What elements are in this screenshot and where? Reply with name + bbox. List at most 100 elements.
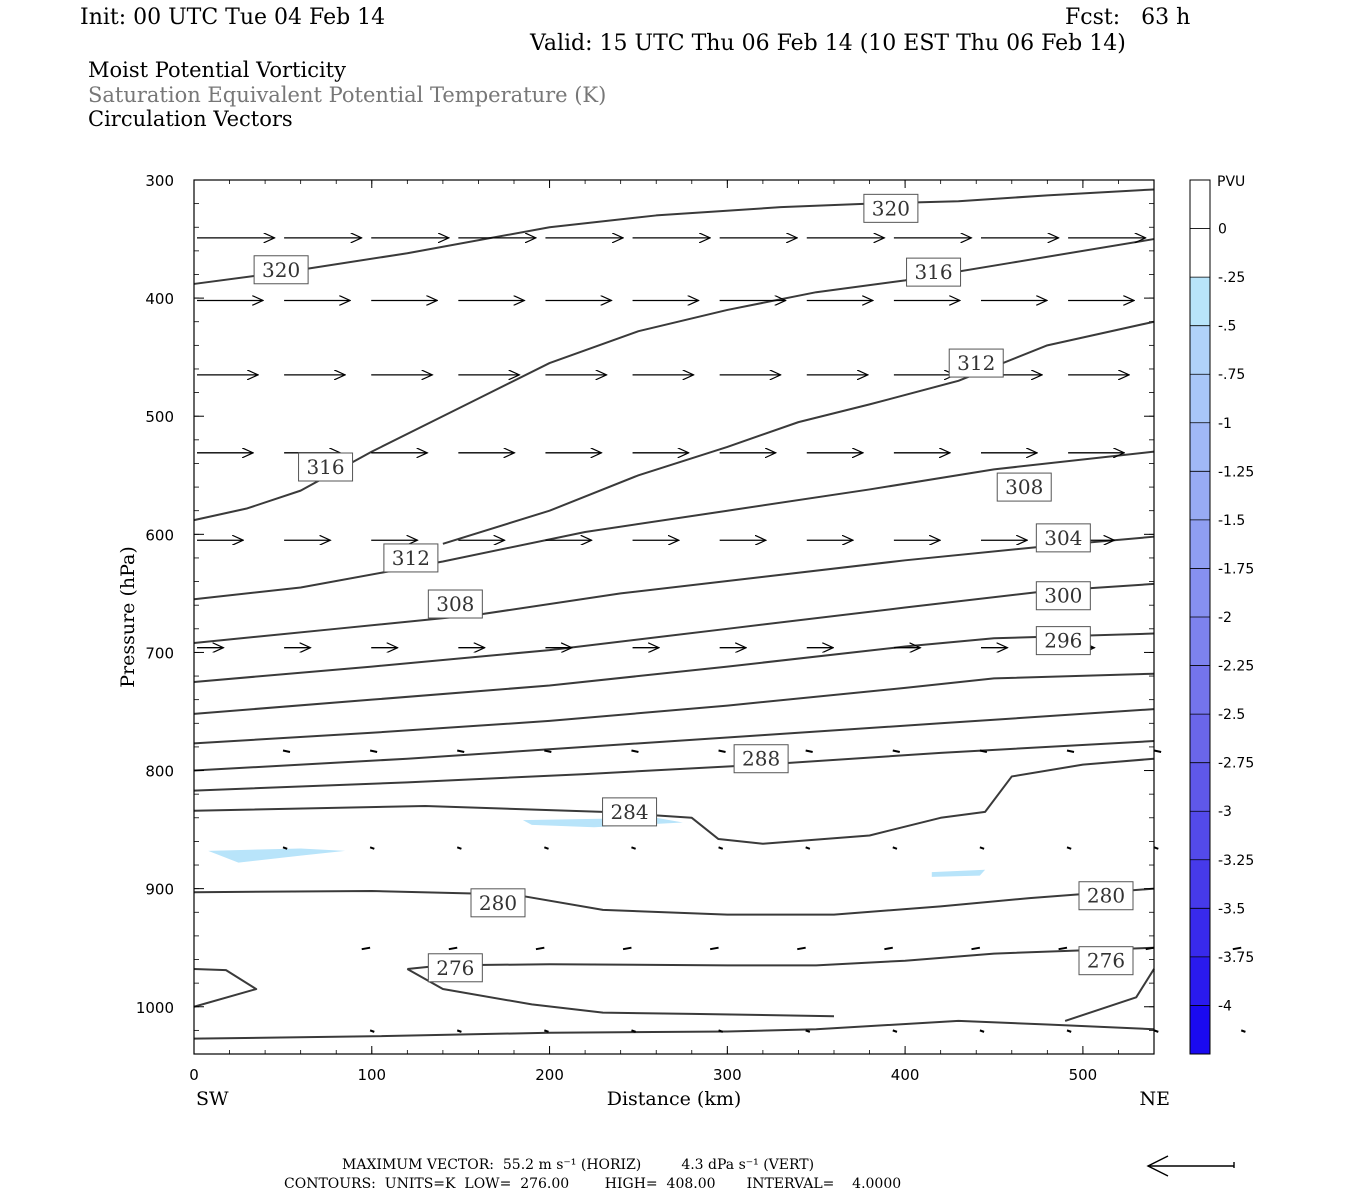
colorbar-label: -3.5 [1218, 901, 1245, 917]
colorbar-label: -.75 [1218, 367, 1245, 383]
colorbar-label: -3.25 [1218, 853, 1254, 869]
contour-label-box [733, 744, 789, 774]
x-end-right-label: NE [1140, 1088, 1171, 1110]
field-title-theta-es: Saturation Equivalent Potential Temperat… [88, 83, 607, 107]
contour-label-box [1035, 581, 1091, 611]
contour-label-box [298, 452, 354, 482]
pv-region [208, 848, 346, 863]
circulation-vector [369, 846, 375, 850]
circulation-vector [1058, 946, 1068, 951]
colorbar-segment [1190, 568, 1210, 617]
colorbar-label: -1 [1218, 416, 1232, 432]
colorbar-label: -3.75 [1218, 950, 1254, 966]
circulation-vector [709, 946, 719, 951]
contour-label: 276 [1087, 949, 1125, 973]
contour-label: 300 [1044, 584, 1082, 608]
colorbar-segment [1190, 374, 1210, 423]
colorbar-segment [1190, 180, 1210, 229]
colorbar-label: -2.25 [1218, 659, 1254, 675]
colorbar-label: -3 [1218, 804, 1232, 820]
colorbar-label: -1.75 [1218, 561, 1254, 577]
circulation-vector [282, 846, 288, 850]
contour-label: 280 [479, 891, 517, 915]
colorbar-segment [1190, 277, 1210, 326]
pv-region [931, 869, 986, 877]
circulation-vector [1066, 749, 1075, 753]
circulation-vector [457, 749, 465, 753]
max-vector-note: MAXIMUM VECTOR: 55.2 m s⁻¹ (HORIZ) 4.3 d… [342, 1157, 815, 1173]
contour-label: 296 [1044, 629, 1082, 653]
colorbar-label: -4 [1218, 998, 1232, 1014]
circulation-vector [892, 846, 898, 850]
circulation-vector [456, 1029, 462, 1033]
circulation-vector [971, 946, 981, 951]
contour-label: 280 [1087, 884, 1125, 908]
contour-label-box [1078, 946, 1134, 976]
colorbar-segment [1190, 908, 1210, 957]
circulation-vector [892, 749, 900, 753]
contour-label-box [906, 257, 962, 287]
colorbar: 0 -.25 -.5 -.75 -1 -1.25 -1.5 -1.75 -2 -2.25 -2.5 -… [1189, 179, 1254, 1055]
contour-276 [1064, 968, 1155, 1022]
circulation-vector [1153, 846, 1159, 850]
contour-292 [193, 632, 1155, 715]
contour-label-box [253, 255, 309, 285]
contour-label: 276 [436, 956, 474, 980]
circulation-vector [544, 749, 552, 753]
contour-276 [407, 946, 1155, 970]
field-title-mpv: Moist Potential Vorticity [88, 58, 346, 82]
y-tick-label: 500 [145, 408, 174, 426]
tick-layer: 0 100 200 300 400 500 300 400 500 600 700 800 900 100… [136, 172, 1155, 1084]
circulation-vector [361, 946, 371, 951]
circulation-vector [622, 946, 632, 951]
y-tick-label: 400 [145, 290, 174, 308]
y-tick-label: 800 [145, 763, 174, 781]
contour-label-box [863, 193, 919, 223]
circulation-vector [1232, 946, 1242, 951]
y-tick-label: 600 [145, 526, 174, 544]
circulation-vector [979, 1029, 985, 1033]
contour-label-box [427, 589, 483, 619]
colorbar-segment [1190, 665, 1210, 715]
circulation-vector [631, 1029, 636, 1033]
circulation-vector [805, 846, 811, 850]
vector-layer [197, 238, 1246, 1033]
circulation-vector [631, 749, 639, 753]
colorbar-segment [1190, 811, 1210, 860]
x-tick-label: 100 [357, 1066, 386, 1084]
colorbar-segment [1190, 228, 1210, 278]
contour-label: 316 [306, 455, 344, 479]
circulation-vector [805, 749, 813, 753]
contour-label: 304 [1044, 526, 1082, 550]
colorbar-label: -2 [1218, 610, 1232, 626]
contour-label-box [383, 543, 439, 573]
x-tick-label: 400 [891, 1066, 920, 1084]
circulation-vector [979, 749, 988, 753]
valid-time: Valid: 15 UTC Thu 06 Feb 14 (10 EST Thu … [530, 31, 1126, 56]
contour-label-box [1078, 881, 1134, 911]
colorbar-segment [1190, 859, 1210, 909]
colorbar-segment [1190, 422, 1210, 472]
contour-304 [193, 450, 1155, 601]
circulation-vector [448, 946, 458, 951]
contour-label: 308 [436, 592, 474, 616]
circulation-vector [718, 846, 724, 850]
contour-label: 312 [392, 546, 430, 570]
colorbar-label: -1.25 [1218, 464, 1254, 480]
contour-312 [193, 188, 1155, 285]
contour-320 [193, 1019, 1155, 1040]
contour-label: 284 [610, 800, 648, 824]
contour-288 [193, 740, 1155, 792]
colorbar-label: -2.75 [1218, 756, 1254, 772]
x-axis-label: Distance (km) [607, 1088, 742, 1110]
circulation-vector [369, 1029, 375, 1033]
colorbar-segment [1190, 325, 1210, 375]
init-time: Init: 00 UTC Tue 04 Feb 14 [80, 5, 386, 30]
contour-label-box [1035, 626, 1091, 656]
forecast-hour: Fcst: 63 h [1065, 5, 1191, 30]
contour-276 [406, 968, 835, 1018]
colorbar-unit: PVU [1217, 174, 1245, 190]
contour-280 [193, 887, 1155, 916]
contour-label: 288 [742, 747, 780, 771]
